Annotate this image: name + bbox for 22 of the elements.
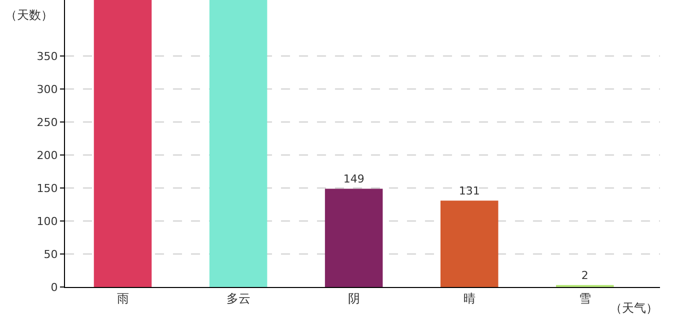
bar — [94, 0, 152, 287]
x-tick-label: 雪 — [578, 291, 591, 306]
y-tick-label: 250 — [36, 116, 58, 129]
y-tick-label: 150 — [36, 182, 58, 195]
y-tick-label: 350 — [36, 50, 58, 63]
bar — [324, 188, 383, 287]
y-tick-label: 100 — [36, 214, 58, 228]
x-tick-label: 晴 — [463, 291, 476, 306]
bar — [440, 200, 498, 287]
x-tick-label: 多云 — [226, 291, 250, 306]
x-tick-label: 雨 — [116, 291, 129, 306]
x-axis-title: （天气） — [610, 301, 658, 315]
x-tick-label: 阴 — [348, 291, 360, 306]
y-tick-label: 50 — [44, 248, 58, 261]
data-label: 149 — [343, 172, 364, 186]
data-label: 131 — [458, 184, 480, 198]
y-axis-title: （天数） — [5, 8, 53, 22]
data-label: 2 — [581, 269, 588, 282]
bar — [209, 0, 268, 287]
y-tick-label: 200 — [36, 148, 58, 162]
y-tick-label: 300 — [36, 82, 58, 96]
y-tick-label: 0 — [50, 280, 58, 294]
